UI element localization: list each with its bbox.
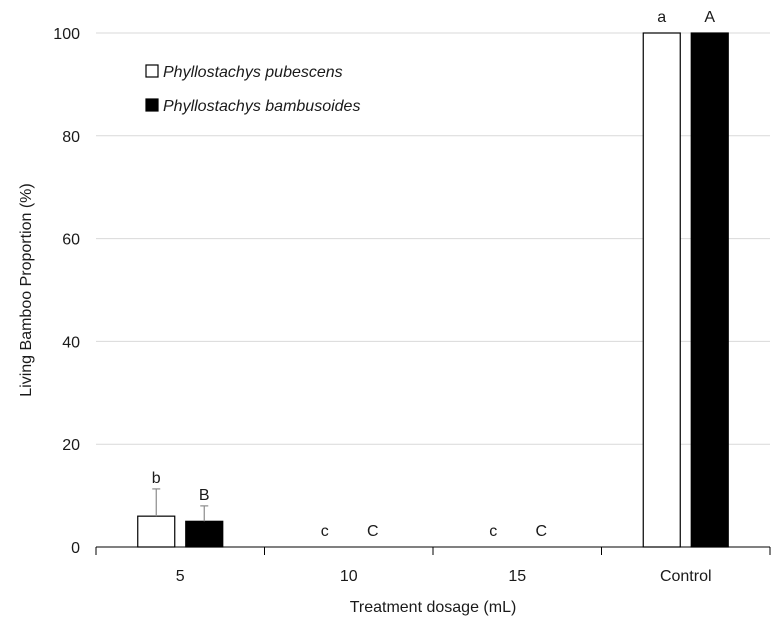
x-tick-labels: 5 10 15 Control	[176, 568, 712, 585]
significance-letter: A	[704, 9, 715, 26]
bar	[642, 32, 681, 548]
y-axis-label: Living Bamboo Proportion (%)	[18, 183, 35, 396]
legend-swatch-pubescens	[145, 64, 159, 78]
bar	[137, 515, 176, 548]
x-tick-label: 10	[340, 568, 358, 585]
significance-letter: b	[152, 470, 161, 487]
significance-letter: C	[367, 523, 379, 540]
legend-label-bambusoides: Phyllostachys bambusoides	[163, 98, 360, 115]
significance-letter: B	[199, 487, 210, 504]
legend-swatch-bambusoides	[145, 98, 159, 112]
bar	[690, 32, 729, 548]
axes	[95, 546, 771, 555]
significance-letter: c	[321, 523, 329, 540]
y-tick-label: 100	[53, 26, 80, 43]
legend: Phyllostachys pubescens Phyllostachys ba…	[145, 64, 360, 115]
x-tick-label: Control	[660, 568, 712, 585]
y-tick-label: 40	[62, 334, 80, 351]
y-tick-labels: 0 20 40 60 80 100	[53, 26, 80, 557]
significance-letters: b c c a B C C A	[152, 9, 716, 540]
significance-letter: C	[535, 523, 547, 540]
significance-letter: a	[657, 9, 666, 26]
legend-label-pubescens: Phyllostachys pubescens	[163, 64, 343, 81]
x-axis-label: Treatment dosage (mL)	[350, 599, 517, 616]
x-tick-label: 15	[508, 568, 526, 585]
y-tick-label: 20	[62, 437, 80, 454]
significance-letter: c	[489, 523, 497, 540]
x-tick-label: 5	[176, 568, 185, 585]
y-tick-label: 60	[62, 232, 80, 249]
error-bars	[152, 488, 209, 522]
y-tick-label: 0	[71, 540, 80, 557]
y-tick-label: 80	[62, 129, 80, 146]
bar	[185, 520, 224, 548]
